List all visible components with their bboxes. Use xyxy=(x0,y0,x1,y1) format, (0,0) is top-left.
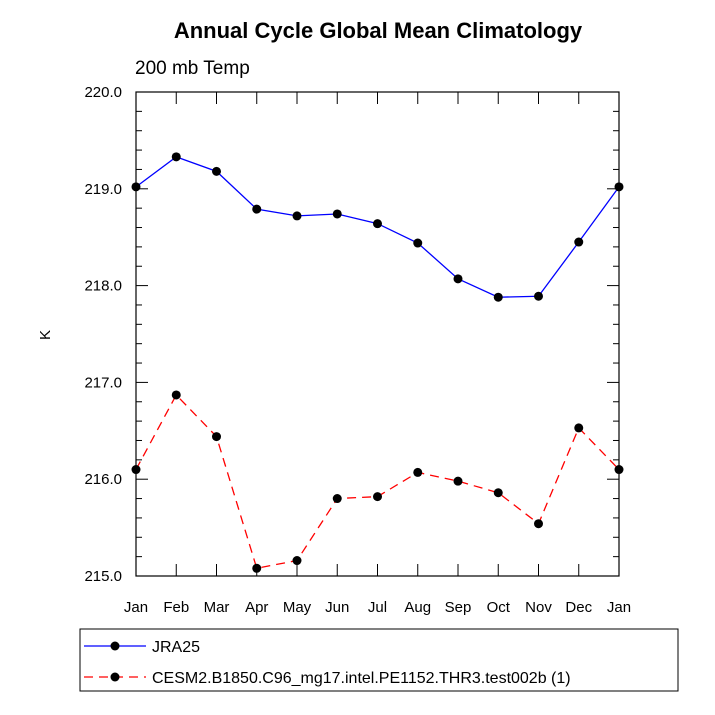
series-layer xyxy=(131,152,624,573)
data-point xyxy=(534,519,543,529)
data-point xyxy=(332,209,342,219)
legend-label: CESM2.B1850.C96_mg17.intel.PE1152.THR3.t… xyxy=(152,670,571,687)
data-point xyxy=(534,291,543,301)
legend-marker xyxy=(110,641,120,651)
legend-marker xyxy=(110,672,120,682)
legend-item: CESM2.B1850.C96_mg17.intel.PE1152.THR3.t… xyxy=(84,670,571,687)
data-point xyxy=(131,465,141,475)
data-point xyxy=(373,219,382,229)
x-tick-label: Mar xyxy=(204,599,230,616)
y-tick-label: 220.0 xyxy=(84,84,122,101)
data-point xyxy=(413,238,423,248)
data-point xyxy=(453,476,463,486)
data-point xyxy=(332,494,342,504)
x-tick-label: Aug xyxy=(404,599,431,616)
y-axis-label: K xyxy=(37,330,54,340)
y-tick-label: 217.0 xyxy=(84,374,122,391)
chart-title: Annual Cycle Global Mean Climatology xyxy=(174,18,583,43)
legend-box xyxy=(79,628,679,692)
legend: JRA25 CESM2.B1850.C96_mg17.intel.PE1152.T… xyxy=(84,639,571,687)
x-tick-label: May xyxy=(283,599,312,616)
x-tick-label: Nov xyxy=(525,599,552,616)
data-point xyxy=(614,465,624,475)
data-point xyxy=(131,182,141,192)
data-point xyxy=(212,166,221,176)
x-tick-label: Apr xyxy=(245,599,268,616)
legend-label: JRA25 xyxy=(152,639,200,656)
data-point xyxy=(574,423,584,433)
series-line xyxy=(135,393,620,570)
data-point xyxy=(252,204,262,214)
series-2 xyxy=(131,390,624,573)
y-tick-label: 219.0 xyxy=(84,181,122,198)
x-tick-label: Jul xyxy=(368,599,387,616)
data-point xyxy=(614,182,624,192)
x-tick-label: Jan xyxy=(607,599,631,616)
series-1 xyxy=(131,152,624,302)
y-tick-label: 216.0 xyxy=(84,471,122,488)
data-point xyxy=(292,556,302,566)
legend-item: JRA25 xyxy=(84,639,200,656)
x-tick-label: Sep xyxy=(445,599,472,616)
data-point xyxy=(413,467,423,477)
data-point xyxy=(574,237,584,247)
x-tick-label: Jan xyxy=(124,599,148,616)
data-point xyxy=(252,563,262,573)
x-tick-label: Oct xyxy=(487,599,511,616)
y-tick-label: 218.0 xyxy=(84,278,122,295)
data-point xyxy=(493,292,503,302)
data-point xyxy=(212,432,221,442)
chart-subtitle: 200 mb Temp xyxy=(135,58,250,79)
x-tick-label: Dec xyxy=(565,599,592,616)
y-tick-label: 215.0 xyxy=(84,568,122,585)
x-tick-label: Jun xyxy=(325,599,349,616)
data-point xyxy=(373,492,382,502)
data-point xyxy=(453,274,463,284)
axis-ticks: Jan Feb Mar Apr May Jun Jul Aug Sep Oct Nov Dec Jan2… xyxy=(84,84,631,616)
data-point xyxy=(171,390,181,400)
x-tick-label: Feb xyxy=(163,599,189,616)
data-point xyxy=(493,488,503,498)
data-point xyxy=(292,211,302,221)
data-point xyxy=(171,152,181,162)
